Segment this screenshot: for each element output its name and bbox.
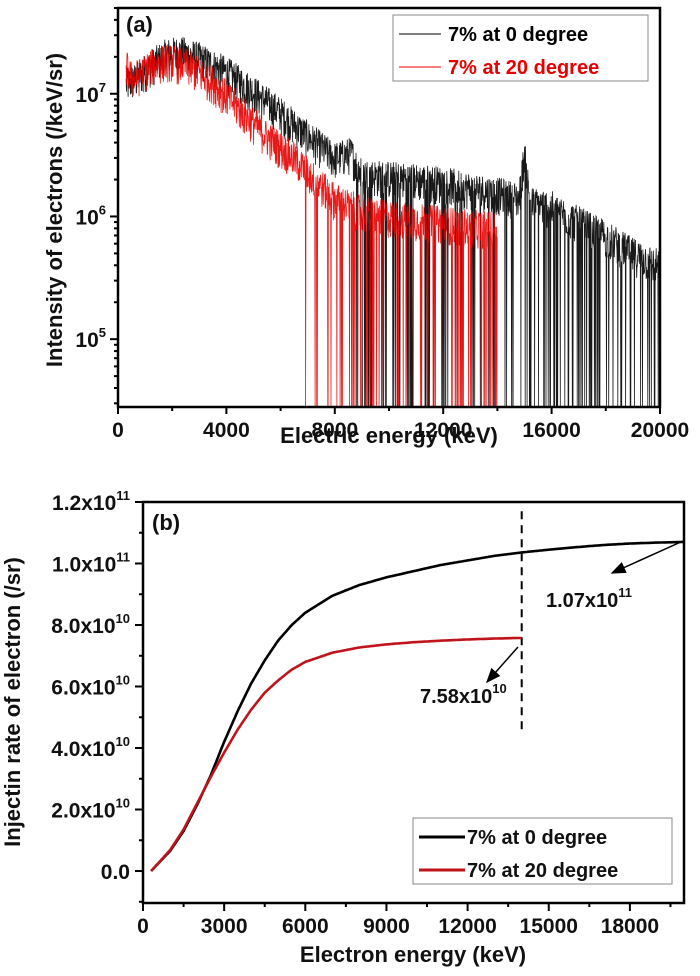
panel-b-y-axis-title: Injectin rate of electron (/sr)	[0, 557, 25, 847]
panel-b-y-tick-label: 1.2x1011	[52, 488, 130, 515]
panel-a-label: (a)	[126, 12, 153, 37]
panel-a-x-tick-label: 4000	[203, 419, 250, 442]
panel-a-x-tick-label: 0	[112, 419, 124, 442]
panel-b-annotation-arrow-1	[486, 646, 519, 684]
panel-a-legend-label-0: 7% at 0 degree	[448, 24, 588, 46]
panel-a-x-tick-label: 12000	[414, 419, 472, 442]
panel-b-x-tick-label: 6000	[282, 915, 329, 938]
panel-b-y-tick-label: 1.0x1011	[52, 550, 130, 577]
panel-b-y-tick-label: 0.0	[101, 861, 130, 884]
panel-b-ticks: 0 3000 6000 9000 12000 15000 18000 0.0 2.0x1010 4…	[51, 488, 672, 938]
panel-a-series-line-0	[125, 37, 661, 408]
panel-b-plot-frame	[141, 500, 686, 905]
panel-b: 0 3000 6000 9000 12000 15000 18000 0.0 2.0x1010 4…	[0, 488, 686, 967]
panel-a: 0 4000 8000 12000 16000 20000 105 106 107 (a) 7%…	[42, 6, 689, 448]
panel-a-legend-label-1: 7% at 20 degree	[448, 57, 599, 79]
panel-a-x-tick-label: 20000	[631, 419, 689, 442]
panel-a-series-line-1	[125, 44, 498, 408]
panel-a-y-tick-label: 105	[75, 325, 106, 352]
panel-b-x-axis-title: Electron energy (keV)	[300, 942, 526, 967]
panel-a-legend-box	[392, 14, 649, 82]
panel-a-x-tick-label: 8000	[311, 419, 358, 442]
panel-b-series-line-0	[150, 540, 684, 872]
panel-b-label: (b)	[152, 510, 180, 535]
panel-a-y-tick-label: 106	[75, 202, 106, 229]
panel-b-y-tick-label: 8.0x1010	[51, 611, 130, 638]
panel-a-legend: 7% at 0 degree 7% at 20 degree	[392, 14, 649, 82]
panel-b-legend-label-0: 7% at 0 degree	[467, 827, 607, 849]
panel-a-x-tick-label: 16000	[522, 419, 580, 442]
panel-b-annotation-0: 1.07x1011	[546, 585, 632, 612]
panel-b-x-tick-label: 18000	[601, 915, 659, 938]
panel-b-y-tick-label: 6.0x1010	[51, 673, 130, 700]
panel-b-legend-box	[412, 817, 673, 885]
panel-b-y-tick-label: 4.0x1010	[51, 734, 130, 761]
panel-b-legend-label-1: 7% at 20 degree	[467, 860, 618, 882]
panel-b-legend: 7% at 0 degree 7% at 20 degree	[412, 817, 673, 885]
panel-b-x-tick-label: 9000	[363, 915, 410, 938]
panel-a-ticks: 0 4000 8000 12000 16000 20000 105 106 107	[75, 7, 689, 442]
panel-a-x-axis-title: Electric energy (keV)	[280, 423, 498, 448]
panel-b-annotations: 1.07x1011 7.58x1010	[420, 540, 684, 708]
panel-b-x-tick-label: 12000	[438, 915, 496, 938]
panel-b-series-line-1	[150, 636, 522, 872]
panel-b-x-tick-label: 15000	[520, 915, 578, 938]
panel-a-series-layer	[125, 37, 661, 408]
panel-b-annotation-arrow-0	[610, 540, 684, 574]
panel-b-x-tick-label: 0	[137, 915, 149, 938]
panel-b-annotation-1: 7.58x1010	[420, 681, 507, 708]
panel-b-series-layer	[150, 540, 684, 872]
panel-b-y-tick-label: 2.0x1010	[51, 796, 130, 823]
panel-a-y-tick-label: 107	[75, 80, 106, 107]
panel-a-series-0	[125, 37, 661, 408]
panel-a-y-axis-title: Intensity of electrons (/keV/sr)	[42, 53, 67, 367]
panel-a-series-1	[125, 44, 498, 408]
panel-b-x-tick-label: 3000	[201, 915, 248, 938]
